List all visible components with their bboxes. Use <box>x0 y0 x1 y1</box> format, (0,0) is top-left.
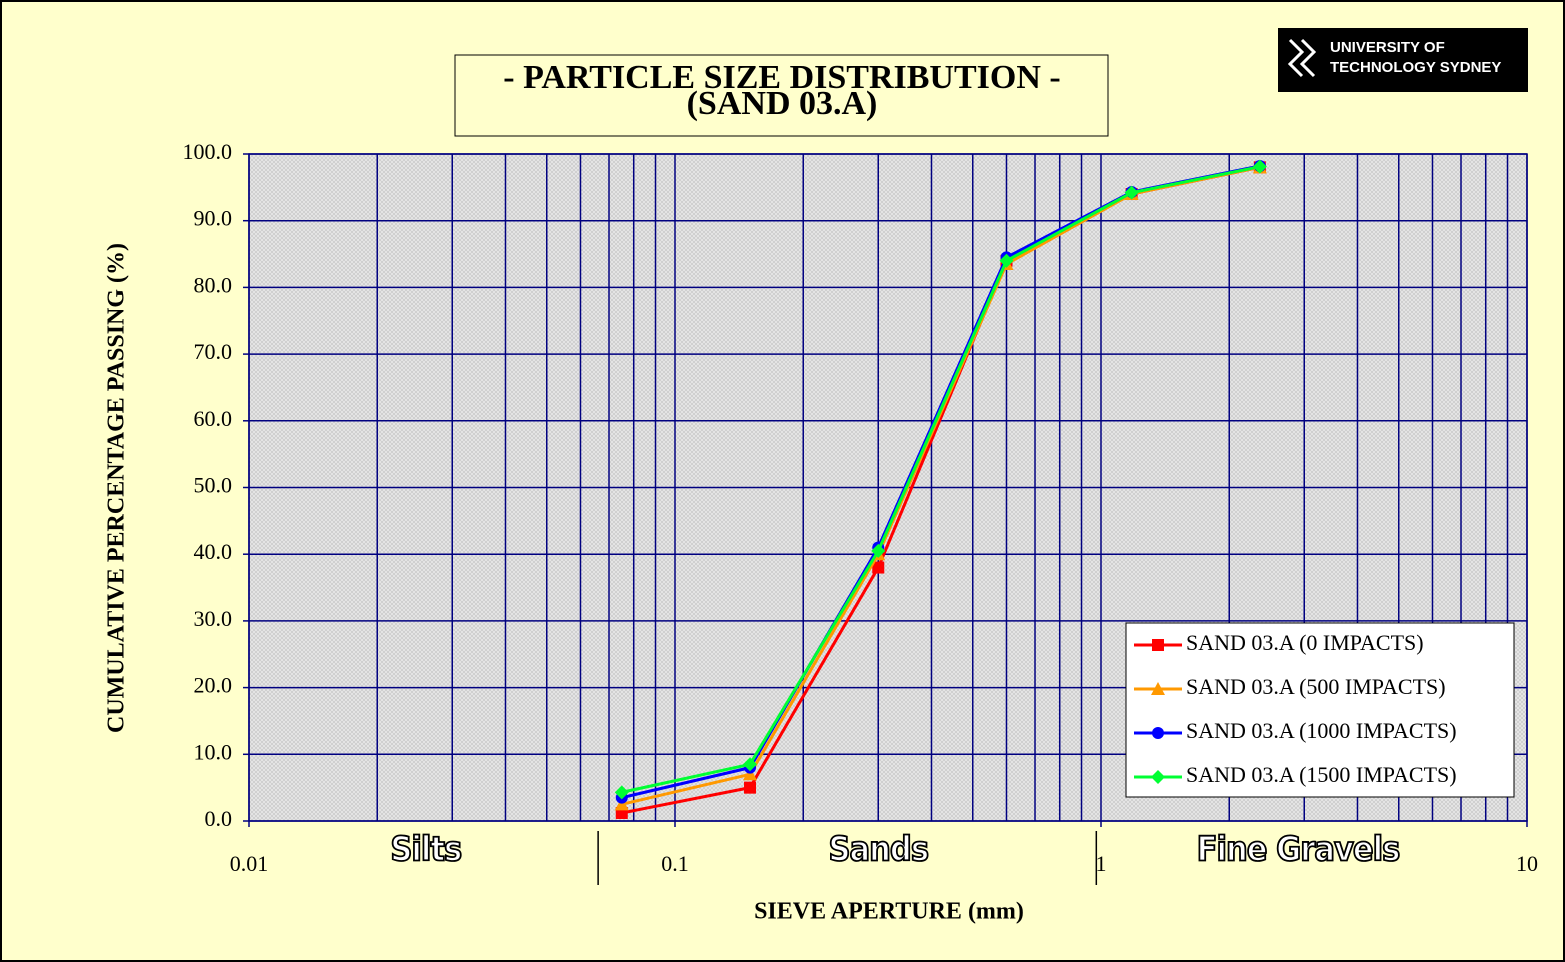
marker <box>1252 159 1267 174</box>
marker <box>1151 770 1165 784</box>
marker <box>871 543 886 558</box>
y-tick-label: 10.0 <box>194 739 233 764</box>
marker <box>744 781 757 794</box>
logo-icon <box>1287 38 1317 78</box>
x-tick-label: 0.01 <box>230 851 269 876</box>
series-line <box>621 165 1261 794</box>
y-tick-label: 90.0 <box>194 206 233 231</box>
x-tick-label: 0.1 <box>661 851 689 876</box>
y-axis-label: CUMULATIVE PERCENTAGE PASSING (%) <box>104 243 130 733</box>
marker <box>743 767 758 781</box>
marker <box>743 757 758 772</box>
y-tick-label: 0.0 <box>205 806 233 831</box>
y-tick-label: 40.0 <box>194 539 233 564</box>
x-tick-label: 10 <box>1516 851 1538 876</box>
y-tick-label: 80.0 <box>194 272 233 297</box>
marker <box>1152 727 1164 739</box>
legend-label: SAND 03.A (500 IMPACTS) <box>1186 674 1446 699</box>
legend-box <box>1125 622 1515 798</box>
region-label: Fine Gravels <box>1197 830 1400 870</box>
marker <box>872 561 885 574</box>
x-tick-label: 1 <box>1096 851 1107 876</box>
legend: SAND 03.A (0 IMPACTS) SAND 03.A (500 IMPA… <box>1125 622 1515 798</box>
y-tick-label: 50.0 <box>194 473 233 498</box>
x-axis-label: SIEVE APERTURE (mm) <box>754 899 1024 925</box>
marker <box>614 797 629 811</box>
marker <box>1152 639 1164 651</box>
marker <box>999 253 1014 268</box>
marker <box>1124 185 1139 200</box>
y-tick-label: 70.0 <box>194 339 233 364</box>
marker <box>1151 682 1165 695</box>
legend-label: SAND 03.A (1500 IMPACTS) <box>1186 762 1457 787</box>
marker <box>614 785 629 800</box>
logo-text: TECHNOLOGY SYDNEY <box>1330 59 1501 76</box>
y-tick-label: 60.0 <box>194 406 233 431</box>
chart-subtitle: (SAND 03.A) <box>687 85 878 122</box>
title-box <box>454 54 1109 137</box>
y-tick-label: 20.0 <box>194 673 233 698</box>
plot-border <box>248 153 1528 822</box>
chart-title: - PARTICLE SIZE DISTRIBUTION - <box>503 59 1060 96</box>
y-tick-label: 100.0 <box>183 139 233 164</box>
logo-text: UNIVERSITY OF <box>1330 39 1445 56</box>
legend-label: SAND 03.A (0 IMPACTS) <box>1186 630 1424 655</box>
region-label: Sands <box>828 830 928 870</box>
region-label: Silts <box>390 830 461 870</box>
y-tick-label: 30.0 <box>194 606 233 631</box>
logo <box>1278 28 1528 92</box>
legend-label: SAND 03.A (1000 IMPACTS) <box>1186 718 1457 743</box>
